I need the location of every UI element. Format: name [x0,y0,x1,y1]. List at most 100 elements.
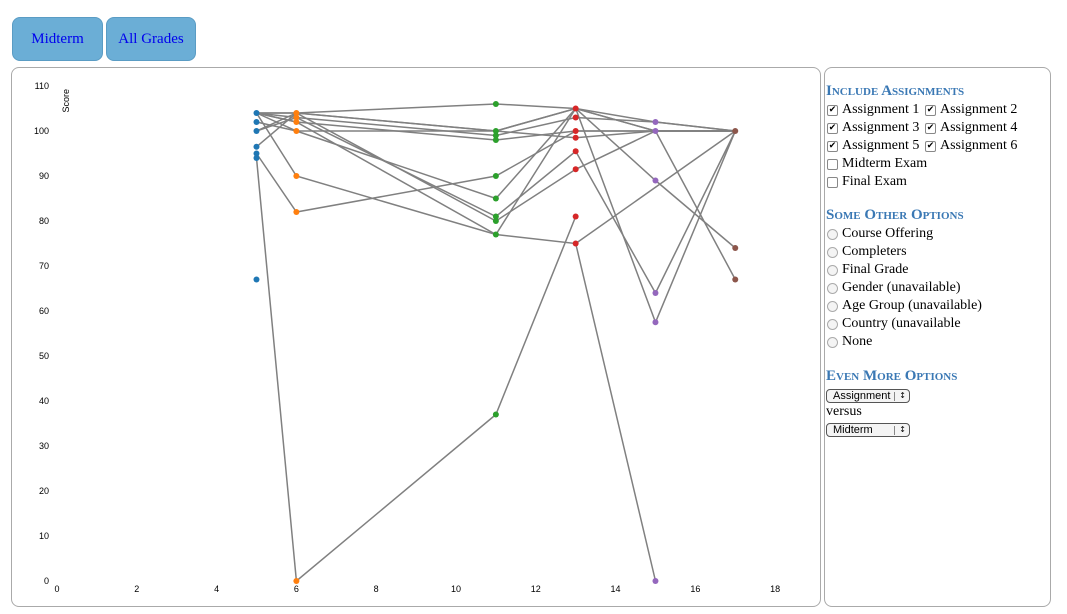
y-tick-label: 20 [39,486,49,496]
y-tick-label: 0 [44,576,49,586]
radio-icon[interactable] [827,228,838,240]
checkbox-assignment-6[interactable]: ✔ Assignment 6 [925,138,1018,153]
data-point [492,411,499,418]
data-point [253,119,260,125]
y-tick-label: 30 [39,441,49,451]
radio-final-grade[interactable]: Final Grade [827,261,908,279]
data-point [293,110,300,116]
checkbox-icon[interactable]: ✔ [925,104,936,116]
checkbox-icon[interactable] [827,176,838,188]
data-point [253,143,260,150]
data-point [492,218,499,224]
some-other-options-title: Some Other Options [826,207,964,223]
series-line [255,130,736,213]
radio-country[interactable]: Country (unavailable [827,315,961,333]
data-point [492,128,499,134]
data-point [253,150,260,157]
data-point [572,240,579,247]
y-tick-label: 110 [35,81,49,91]
data-point [572,148,579,155]
x-tick-label: 4 [214,584,219,594]
x-tick-label: 0 [54,584,59,594]
radio-icon[interactable] [827,246,838,258]
radio-none[interactable]: None [827,333,872,351]
checkbox-icon[interactable]: ✔ [827,122,838,134]
data-point [572,166,579,173]
y-tick-label: 80 [39,216,49,226]
midterm-button[interactable]: Midterm [12,17,103,61]
series-line [255,106,736,325]
series-line [575,130,736,245]
data-point [253,276,260,283]
checkbox-icon[interactable] [827,158,838,170]
scatter-chart: 0 10 20 30 40 50 60 70 80 90 100 110 0 2 4 6 8 10 12 14 16 18… [34,81,780,594]
chart-panel: 0 10 20 30 40 50 60 70 80 90 100 110 0 2 4 6 8 10 12 14 16 18… [11,67,821,607]
y-axis-select[interactable]: Midterm ↕ [826,423,910,437]
x-tick-label: 6 [294,584,299,594]
x-tick-label: 10 [451,584,461,594]
radio-age-group[interactable]: Age Group (unavailable) [827,297,982,315]
checkbox-assignment-5[interactable]: ✔ Assignment 5 [827,138,920,153]
y-tick-label: 40 [39,396,49,406]
data-point [652,578,659,584]
checkbox-midterm-exam[interactable]: Midterm Exam [827,155,927,173]
data-point [572,114,579,121]
y-tick-label: 90 [39,171,49,181]
data-point [492,195,499,202]
series-line [255,157,577,583]
all-grades-button[interactable]: All Grades [106,17,196,61]
radio-completers[interactable]: Completers [827,243,907,261]
data-point [652,290,659,296]
checkbox-assignment-4[interactable]: ✔ Assignment 4 [925,120,1018,135]
x-tick-label: 2 [134,584,139,594]
data-point [492,132,499,139]
radio-gender[interactable]: Gender (unavailable) [827,279,961,297]
x-tick-label: 8 [374,584,379,594]
series-line [256,103,736,132]
data-point [293,209,300,215]
options-sidebar: Include Assignments ✔ Assignment 1 ✔ Assig… [824,67,1051,607]
data-point [572,128,579,134]
even-more-options-title: Even More Options [826,368,958,384]
data-point [652,319,659,326]
data-point [652,119,659,125]
x-axis-select[interactable]: Assignment ↕ [826,389,910,403]
select-arrow-icon: ↕ [899,425,906,434]
checkbox-icon[interactable]: ✔ [925,140,936,152]
data-point [492,101,499,107]
data-point [492,213,499,220]
checkbox-assignment-2[interactable]: ✔ Assignment 2 [925,102,1018,117]
radio-icon[interactable] [827,336,838,348]
radio-icon[interactable] [827,282,838,294]
select-arrow-icon: ↕ [899,391,906,400]
data-point [253,128,260,134]
data-point [253,110,260,116]
data-point [732,245,739,251]
data-point [492,231,499,238]
checkbox-final-exam[interactable]: Final Exam [827,173,907,191]
y-tick-label: 70 [39,261,49,271]
radio-course-offering[interactable]: Course Offering [827,225,933,243]
x-tick-label: 18 [770,584,780,594]
y-tick-label: 50 [39,351,49,361]
data-point [293,119,300,125]
checkbox-icon[interactable]: ✔ [925,122,936,134]
data-point [293,578,300,584]
y-tick-label: 100 [34,126,49,136]
x-tick-label: 14 [611,584,621,594]
data-point [293,128,300,134]
checkbox-icon[interactable]: ✔ [827,104,838,116]
y-tick-label: 60 [39,306,49,316]
data-point [492,173,499,179]
data-point [293,173,300,179]
checkbox-assignment-1[interactable]: ✔ Assignment 1 [827,102,920,117]
versus-label: versus [826,404,862,419]
x-tick-label: 16 [690,584,700,594]
data-point [293,114,300,121]
radio-icon[interactable] [827,318,838,330]
series-line [256,112,736,280]
checkbox-icon[interactable]: ✔ [827,140,838,152]
radio-icon[interactable] [827,300,838,312]
radio-icon[interactable] [827,264,838,276]
checkbox-assignment-3[interactable]: ✔ Assignment 3 [827,120,920,135]
